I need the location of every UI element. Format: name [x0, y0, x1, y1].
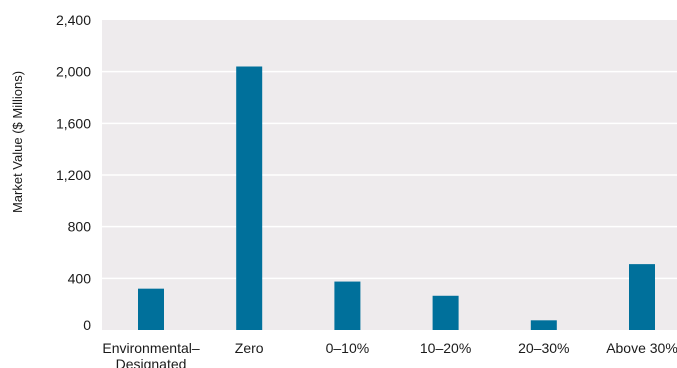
y-tick-label-5: 2,000: [56, 64, 91, 80]
y-tick-label-0: 0: [83, 317, 91, 333]
x-tick-label-3: 10–20%: [420, 340, 471, 356]
bars: [138, 66, 655, 330]
bar-4: [530, 320, 557, 330]
x-tick-label-4: 20–30%: [518, 340, 569, 356]
x-tick-label-5: Above 30%: [606, 340, 677, 356]
bar-2: [334, 281, 361, 330]
x-tick-label-0: Environmental– Designated: [102, 340, 199, 368]
bar-1: [236, 66, 263, 330]
x-tick-label-0-line-1: Designated: [116, 356, 187, 368]
x-tick-label-1-line-0: Zero: [235, 340, 264, 356]
x-tick-label-5-line-0: Above 30%: [606, 340, 677, 356]
x-tick-label-4-line-0: 20–30%: [518, 340, 569, 356]
x-tick-label-1: Zero: [235, 340, 264, 356]
x-tick-label-3-line-0: 10–20%: [420, 340, 471, 356]
y-tick-label-1: 400: [68, 270, 92, 286]
y-axis-label: Market Value ($ Millions): [10, 71, 25, 213]
gridlines: [102, 70, 677, 280]
bar-3: [432, 295, 459, 330]
x-tick-label-0-line-0: Environmental–: [102, 340, 199, 356]
y-tick-label-3: 1,200: [56, 167, 91, 183]
x-axis-ticks: Environmental– Designated Zero 0–10% 10–20% 2…: [102, 340, 677, 368]
bar-0: [138, 288, 164, 330]
x-tick-label-2: 0–10%: [326, 340, 370, 356]
x-tick-label-2-line-0: 0–10%: [326, 340, 370, 356]
y-tick-label-4: 1,600: [56, 115, 91, 131]
y-tick-label-2: 800: [68, 219, 92, 235]
y-tick-label-6: 2,400: [56, 12, 91, 28]
bar-5: [629, 264, 655, 330]
y-axis-ticks: 0 400 800 1,200 1,600 2,000 2,400: [56, 12, 91, 333]
